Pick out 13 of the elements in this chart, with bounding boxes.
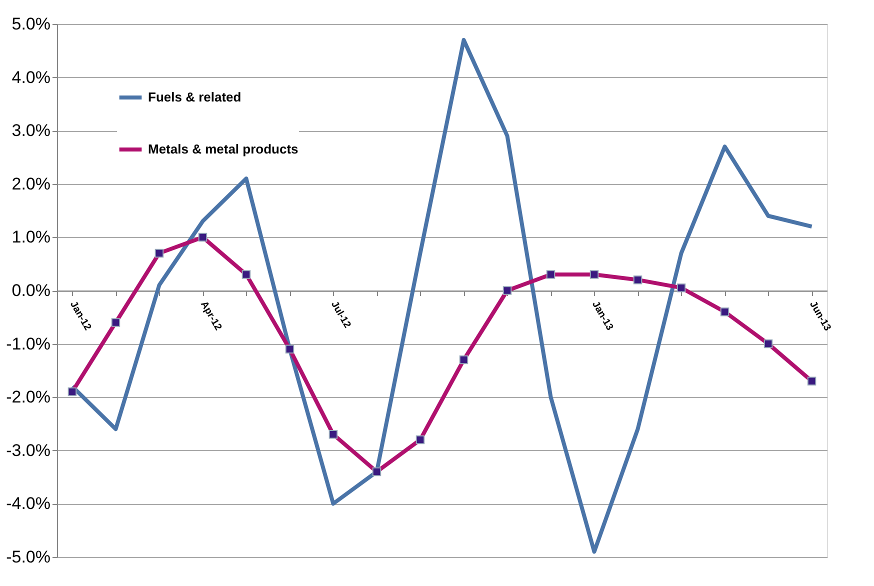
y-tick-label: 0.0% — [12, 281, 50, 300]
y-tick-label: -1.0% — [6, 334, 50, 354]
y-tick-label: 5.0% — [12, 14, 50, 34]
y-tick-label: 4.0% — [12, 68, 50, 87]
y-tick-label: 3.0% — [12, 121, 50, 140]
legend-label: Metals & metal products — [148, 142, 298, 156]
y-tick-label: -2.0% — [6, 388, 50, 407]
legend-label: Fuels & related — [148, 90, 242, 104]
y-tick-label: -3.0% — [6, 440, 50, 460]
y-tick-label: -4.0% — [6, 494, 50, 514]
y-tick-label: 1.0% — [12, 228, 50, 247]
y-tick-label: -5.0% — [6, 548, 50, 566]
y-tick-label: 2.0% — [12, 174, 50, 194]
